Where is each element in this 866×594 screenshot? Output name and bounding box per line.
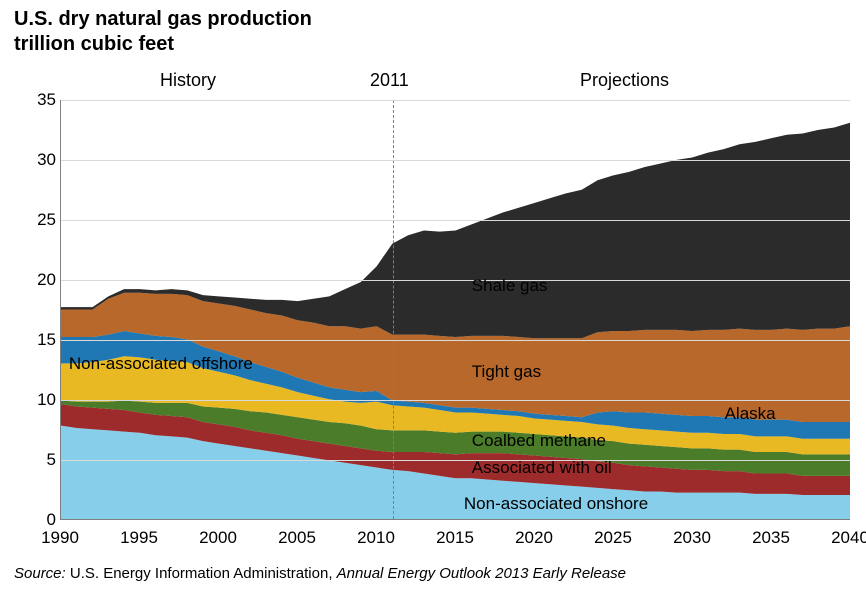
- ytick-label: 5: [11, 450, 56, 470]
- series-label-alaska-label: Alaska: [725, 404, 776, 424]
- series-label-tight-gas: Tight gas: [472, 362, 541, 382]
- period-history: History: [160, 70, 216, 91]
- xtick-label: 2015: [436, 528, 474, 548]
- ytick-label: 20: [11, 270, 56, 290]
- series-label-non-associated-offshore: Non-associated offshore: [69, 354, 253, 374]
- chart-container: U.S. dry natural gas production trillion…: [0, 0, 866, 594]
- period-projections: Projections: [580, 70, 669, 91]
- xtick-label: 1995: [120, 528, 158, 548]
- gridline: [61, 400, 850, 401]
- gridline: [61, 220, 850, 221]
- xtick-label: 2025: [594, 528, 632, 548]
- period-divider-year: 2011: [370, 70, 409, 91]
- series-label-coalbed-methane: Coalbed methane: [472, 431, 606, 451]
- xtick-label: 2000: [199, 528, 237, 548]
- series-label-associated-with-oil: Associated with oil: [472, 458, 612, 478]
- gridline: [61, 100, 850, 101]
- ytick-label: 25: [11, 210, 56, 230]
- source-doc: Annual Energy Outlook 2013 Early Release: [337, 565, 626, 582]
- chart-subtitle: trillion cubic feet: [14, 33, 174, 56]
- ytick-label: 15: [11, 330, 56, 350]
- source-caption: Source: U.S. Energy Information Administ…: [14, 565, 626, 582]
- ytick-label: 35: [11, 90, 56, 110]
- plot-area: Non-associated onshore Associated with oi…: [60, 100, 850, 520]
- xtick-label: 2035: [752, 528, 790, 548]
- xtick-label: 2030: [673, 528, 711, 548]
- history-projection-divider: [393, 100, 394, 519]
- gridline: [61, 160, 850, 161]
- ytick-label: 30: [11, 150, 56, 170]
- xtick-label: 1990: [41, 528, 79, 548]
- stacked-area-svg: [61, 100, 850, 519]
- series-label-non-associated-onshore: Non-associated onshore: [464, 494, 648, 514]
- xtick-label: 2005: [278, 528, 316, 548]
- xtick-label: 2040: [831, 528, 866, 548]
- source-prefix: Source:: [14, 565, 66, 582]
- gridline: [61, 340, 850, 341]
- ytick-label: 0: [11, 510, 56, 530]
- ytick-label: 10: [11, 390, 56, 410]
- gridline: [61, 460, 850, 461]
- xtick-label: 2010: [357, 528, 395, 548]
- source-org: U.S. Energy Information Administration,: [70, 565, 333, 582]
- series-label-shale-gas: Shale gas: [472, 276, 548, 296]
- chart-title: U.S. dry natural gas production: [14, 8, 312, 31]
- gridline: [61, 280, 850, 281]
- xtick-label: 2020: [515, 528, 553, 548]
